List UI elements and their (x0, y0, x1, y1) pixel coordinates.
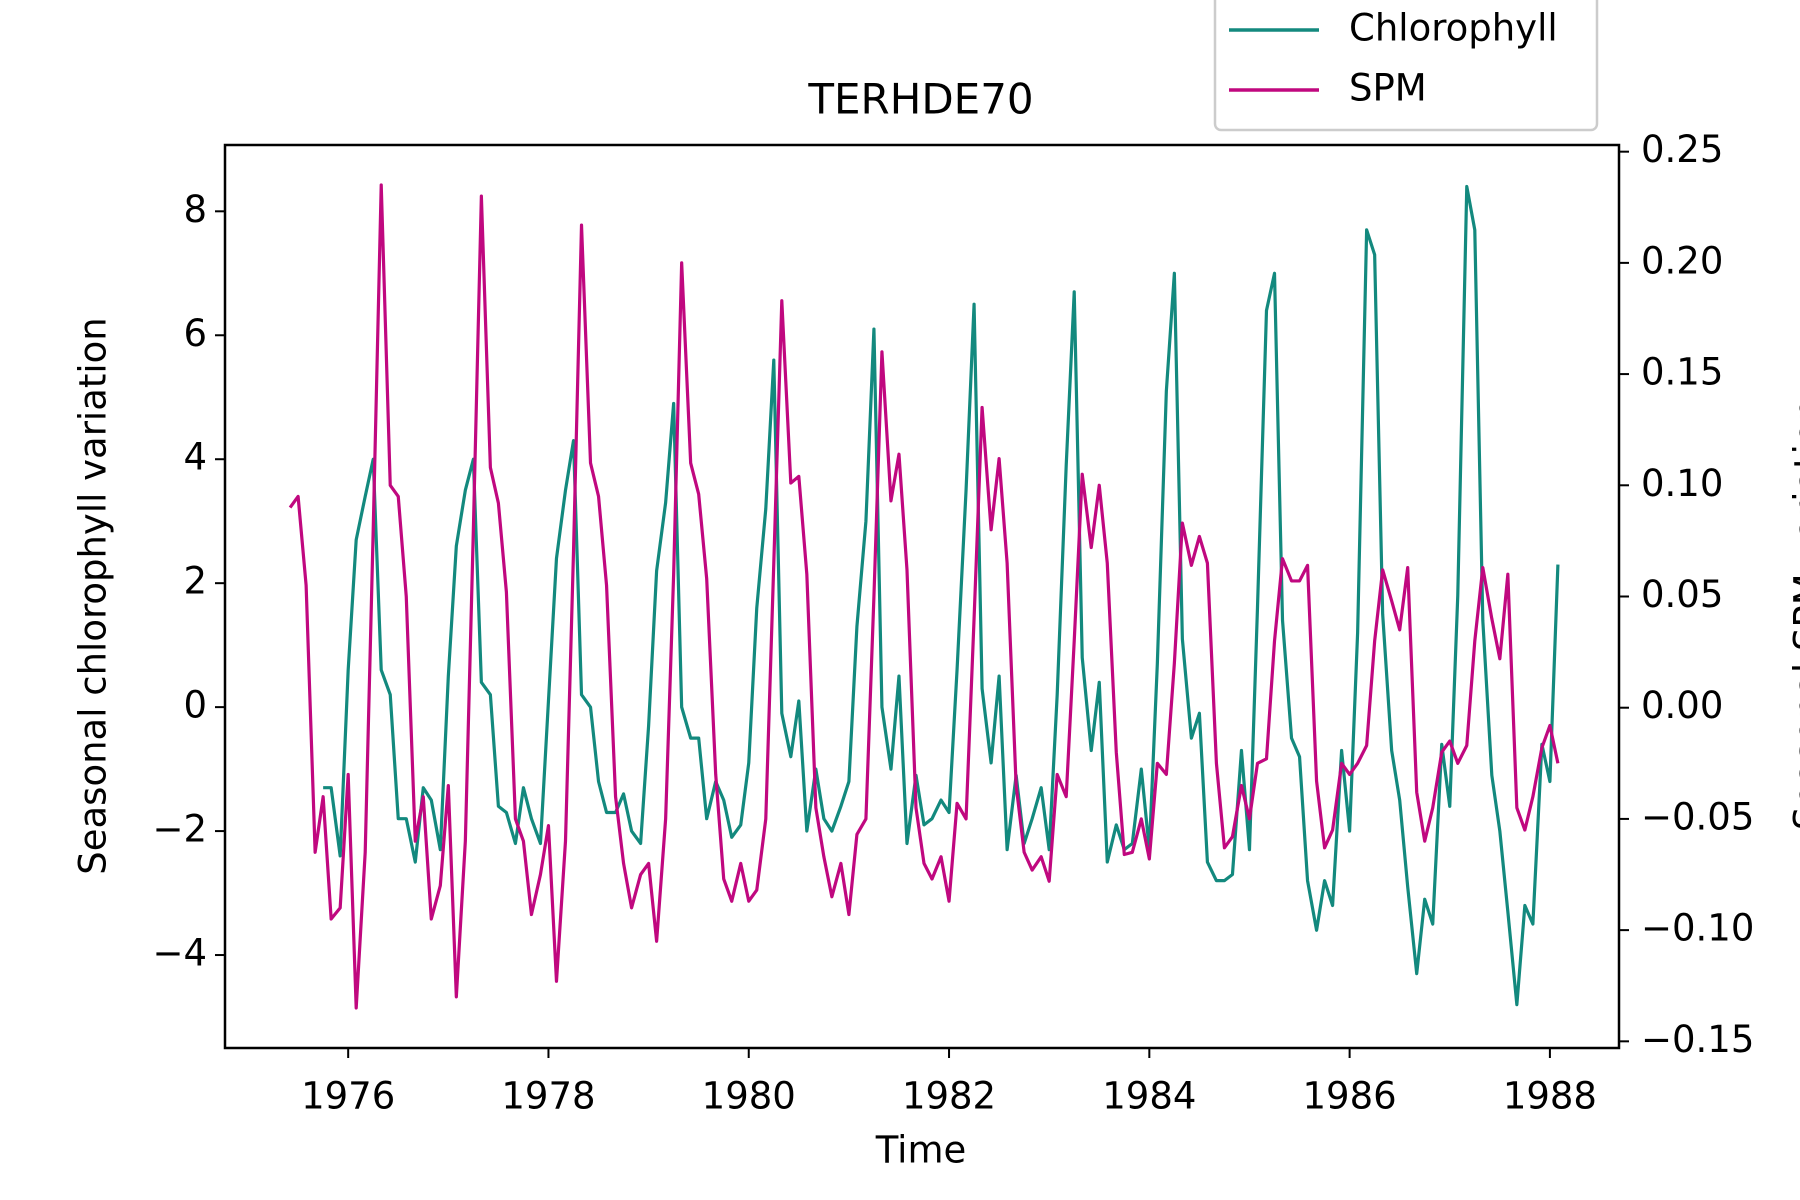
y-tick-label: 2 (183, 560, 207, 603)
x-axis-label: Time (875, 1129, 967, 1172)
x-tick-label: 1988 (1503, 1075, 1597, 1118)
y-tick-label: 4 (183, 436, 207, 479)
x-tick-label: 1984 (1102, 1075, 1196, 1118)
chart-title: TERHDE70 (807, 75, 1033, 124)
y2-tick-label: 0.05 (1641, 573, 1723, 616)
y-tick-label: −4 (152, 932, 207, 975)
x-tick-label: 1980 (702, 1075, 796, 1118)
y2-tick-label: −0.15 (1641, 1018, 1754, 1061)
y2-tick-label: 0.25 (1641, 128, 1723, 171)
y2-tick-label: 0.10 (1641, 462, 1723, 505)
legend-label: SPM (1349, 67, 1427, 110)
x-tick-label: 1986 (1303, 1075, 1397, 1118)
x-tick-label: 1976 (301, 1075, 395, 1118)
y2-tick-label: −0.05 (1641, 795, 1754, 838)
y2-tick-label: 0.15 (1641, 351, 1723, 394)
y2-tick-label: 0.20 (1641, 239, 1723, 282)
x-tick-label: 1982 (902, 1075, 996, 1118)
y-tick-label: 8 (183, 188, 207, 231)
y2-tick-label: −0.10 (1641, 907, 1754, 950)
y-tick-label: −2 (152, 808, 207, 851)
y2-axis-label: Seasonal SPM variation (1787, 398, 1800, 830)
y-tick-label: 6 (183, 312, 207, 355)
y-axis-label: Seasonal chlorophyll variation (72, 317, 115, 875)
legend-label: Chlorophyll (1349, 7, 1558, 50)
legend-box (1213, 0, 1599, 132)
series-line (288, 183, 1560, 1010)
y-tick-label: 0 (183, 684, 207, 727)
y2-tick-label: 0.00 (1641, 684, 1723, 727)
series-line (323, 184, 1560, 1007)
x-tick-label: 1978 (501, 1075, 595, 1118)
plot-frame (223, 143, 1621, 1050)
